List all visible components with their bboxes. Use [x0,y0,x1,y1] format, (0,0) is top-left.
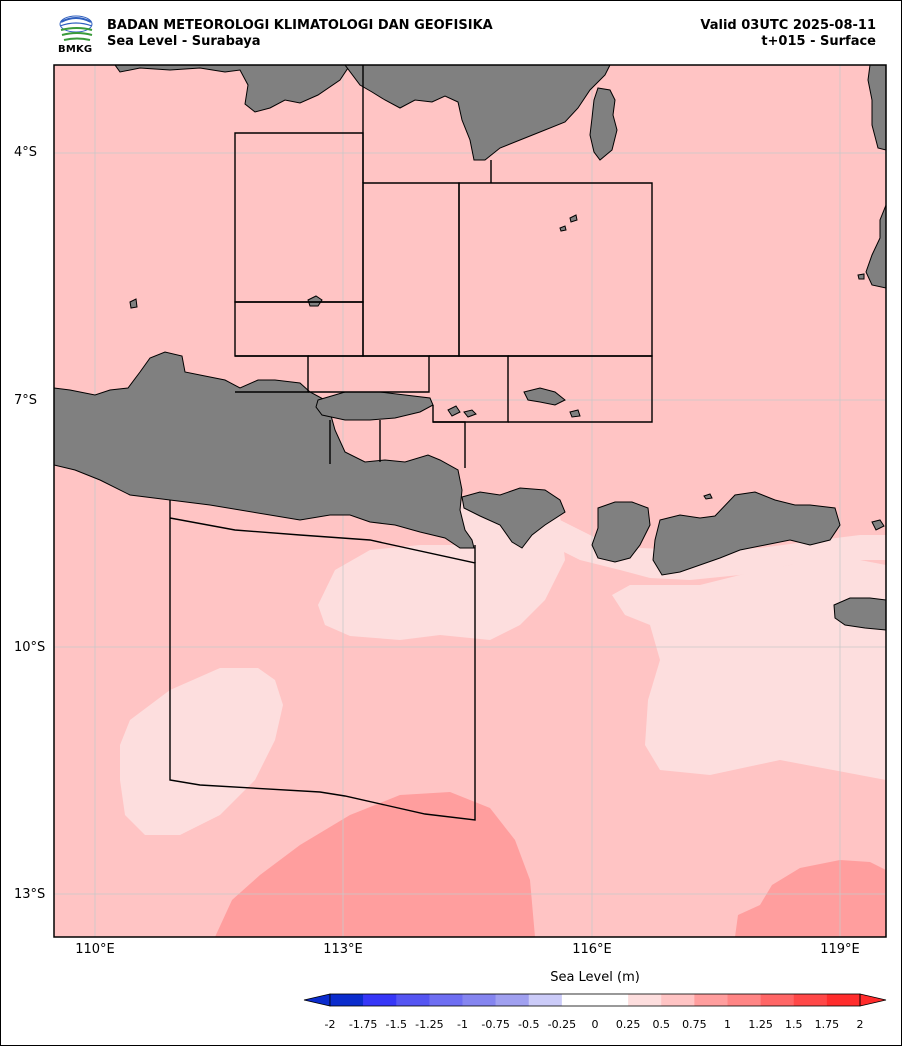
land-borneo-southeast [344,65,611,161]
forecast-step: t+015 - Surface [761,33,876,49]
colorbar-tick-label: 0.25 [615,1018,641,1031]
land-islet-f [559,225,567,232]
lon-label-113e: 113°E [323,942,363,957]
colorbar-tick-label: -1.5 [385,1018,407,1031]
lat-label-13s: 13°S [14,887,46,902]
colorbar-cell [396,994,430,1006]
colorbar-tick-label: -0.25 [547,1018,577,1031]
land-islet-e [569,214,578,223]
zone-strait-b [308,355,430,393]
bmkg-logo-text: BMKG [58,44,93,55]
colorbar-cell [793,994,828,1006]
colorbar-arrow-high [859,993,887,1007]
lat-label-7s: 7°S [14,393,38,408]
light-zone-east [612,560,886,780]
colorbar-cell [760,994,795,1006]
land-islet-d [129,298,138,309]
map-border [53,64,887,938]
zone-strait-g [433,421,466,468]
colorbar-arrow-low [303,993,331,1007]
colorbar-cell [429,994,463,1006]
colorbar-tick-label: 1.5 [785,1018,803,1031]
colorbar-tick-label: -0.5 [518,1018,540,1031]
header-right: Valid 03UTC 2025-08-11 t+015 - Surface [700,18,876,49]
header-left: BADAN METEOROLOGI KLIMATOLOGI DAN GEOFIS… [107,18,493,49]
land-lombok [591,501,651,563]
colorbar-tick-label: -0.75 [481,1018,510,1031]
forecast-zones [169,65,653,821]
dark-zone-south [215,792,535,937]
colorbar-tick-label: -1.25 [415,1018,444,1031]
colorbar-cell [595,994,629,1006]
colorbar-tick-label: 2 [856,1018,864,1031]
land-laut-island [589,87,618,161]
colorbar-tick-label: -2 [324,1018,336,1031]
colorbar [303,993,887,1007]
colorbar-title: Sea Level (m) [550,970,640,985]
land-bawean [307,295,323,307]
colorbar-cell [727,994,761,1006]
zone-strait-a [235,355,309,393]
colorbar-cell [330,994,364,1006]
lon-label-110e: 110°E [75,942,115,957]
land-sulawesi-tip [867,65,886,151]
land-borneo-south [114,65,351,113]
land-islet-i [871,519,885,531]
colorbar-tick-label: 0.75 [682,1018,707,1031]
land-bali [461,487,566,549]
land-islet-b [463,409,477,418]
colorbar-cell [661,994,695,1006]
land-sumba-north [833,597,886,631]
land-sumbawa [652,491,841,576]
land-sulawesi-southwest [865,204,886,289]
colorbar-cell [363,994,397,1006]
colorbar-tick-label: -1 [457,1018,468,1031]
land-islet-h [857,273,865,280]
colorbar-outline [329,993,861,1007]
lon-label-119e: 119°E [820,942,860,957]
colorbar-tick-label: 1 [724,1018,731,1031]
valid-time: Valid 03UTC 2025-08-11 [700,18,876,33]
light-zone-west [120,668,283,835]
colorbar-tick-label: 1.25 [748,1018,773,1031]
colorbar-cell [826,994,861,1006]
land-islet-a [447,405,461,417]
colorbar-tick-label: 0.5 [652,1018,671,1031]
dark-zone-southeast [735,860,886,937]
colorbar-tick-label: 0 [591,1018,599,1031]
light-zone-north [318,500,565,640]
bmkg-logo [59,15,93,41]
product-title: Sea Level - Surabaya [107,33,261,49]
land-islet-c [569,409,581,418]
colorbar-cell [495,994,530,1006]
colorbar-cell [462,994,496,1006]
land-java [54,351,475,549]
lon-label-116e: 116°E [572,942,612,957]
zone-strait-d [508,355,653,423]
colorbar-cell [628,994,662,1006]
org-name: BADAN METEOROLOGI KLIMATOLOGI DAN GEOFIS… [107,18,493,33]
zone-south-polygon [169,500,476,821]
land-islet-g [703,493,713,500]
colorbar-cell [561,994,596,1006]
lat-label-4s: 4°S [14,145,38,160]
colorbar-cell [694,994,728,1006]
colorbar-tick-label: 1.75 [814,1018,840,1031]
colorbar-tick-label: -1.75 [348,1018,378,1031]
lat-label-10s: 10°S [14,640,46,655]
land-kangean [523,387,566,406]
colorbar-cell [528,994,563,1006]
